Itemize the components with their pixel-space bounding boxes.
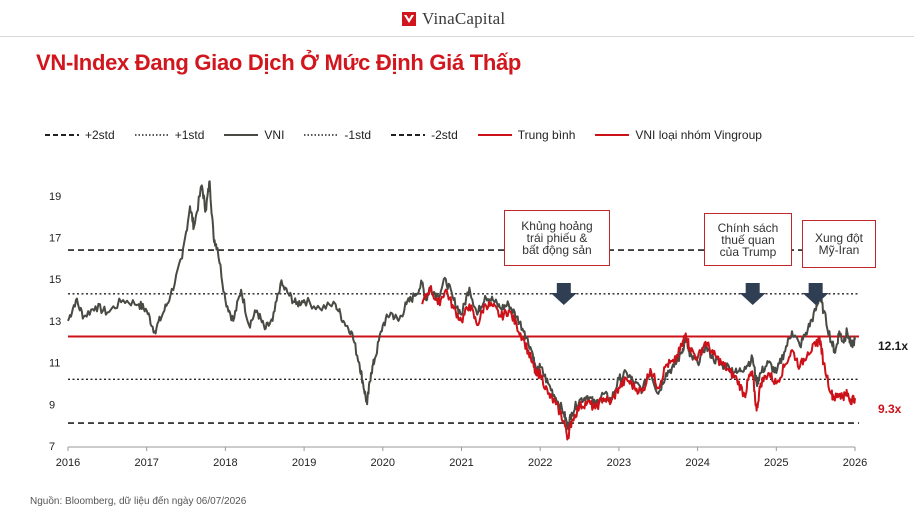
legend-item: -1std (304, 128, 371, 142)
annotation-line: trái phiếu & (526, 231, 588, 245)
annotation-line: thuế quan (721, 232, 775, 247)
legend-swatch-icon (45, 134, 79, 136)
y-tick-label: 11 (49, 358, 60, 370)
legend-label: Trung bình (517, 128, 576, 142)
legend-item: +1std (134, 128, 205, 142)
x-tick-label: 2020 (371, 457, 395, 469)
source-note: Nguồn: Bloomberg, dữ liệu đến ngày 06/07… (30, 496, 247, 507)
x-tick-label: 2026 (843, 457, 867, 469)
x-tick-label: 2016 (56, 457, 80, 469)
annotation-line: bất động sản (522, 243, 592, 257)
legend-swatch-icon (391, 134, 426, 136)
down-arrow-icon (739, 283, 766, 305)
chart: 7 9 11 13 15 17 19 2016 2017 2018 2019 2020 2021 2022… (49, 180, 867, 469)
annotation-line: Mỹ-Iran (818, 243, 860, 257)
legend-swatch-icon (477, 134, 512, 136)
y-tick-label: 7 (49, 441, 55, 453)
legend-label: +2std (85, 128, 115, 142)
header: VinaCapital (0, 0, 914, 36)
vinacapital-logo-icon (402, 12, 416, 26)
x-tick-label: 2017 (134, 457, 158, 469)
legend-label: +1std (174, 128, 205, 142)
legend-label: -2std (431, 128, 458, 142)
legend-item: Trung bình (477, 128, 576, 142)
down-arrow-icon (802, 283, 829, 305)
series-line-vni (67, 180, 856, 431)
annotation-line: Chính sách (717, 220, 779, 235)
header-divider (0, 36, 914, 37)
x-tick-label: 2019 (292, 457, 316, 469)
logo: VinaCapital (402, 9, 505, 29)
legend-item: VNI loại nhóm Vingroup (595, 128, 762, 142)
x-tick-label: 2021 (449, 457, 473, 469)
legend-label: VNI loại nhóm Vingroup (635, 128, 762, 142)
legend-label: VNI (264, 128, 285, 142)
y-tick-label: 17 (49, 233, 61, 245)
annotation-box: Chính sách thuế quan của Trump (704, 213, 792, 266)
legend-swatch-icon (304, 134, 339, 136)
legend-item: VNI (224, 128, 284, 142)
chart-legend: +2std +1std VNI -1std -2std Trung bình VNI loạ… (45, 128, 782, 142)
y-tick-label: 13 (49, 316, 61, 328)
legend-item: -2std (391, 128, 458, 142)
annotation-line: của Trump (719, 244, 777, 259)
series-line-vni-ex-vingroup (421, 285, 856, 441)
end-label-vingroup: 9.3x (878, 402, 902, 416)
end-label-vni: 12.1x (878, 339, 909, 353)
legend-label: -1std (344, 128, 372, 142)
legend-item: +2std (45, 128, 115, 142)
annotation-box: Khủng hoảng trái phiếu & bất động sản (504, 210, 610, 266)
annotation-box: Xung đột Mỹ-Iran (802, 220, 876, 268)
x-tick-label: 2022 (528, 457, 552, 469)
legend-swatch-icon (134, 134, 169, 136)
annotation-line: Xung đột (814, 231, 864, 245)
y-tick-label: 9 (49, 399, 55, 411)
logo-text: VinaCapital (422, 9, 506, 28)
annotation-line: Khủng hoảng (521, 219, 593, 233)
x-tick-label: 2024 (685, 457, 709, 469)
y-tick-label: 15 (49, 274, 61, 286)
x-tick-label: 2018 (213, 457, 237, 469)
x-tick-label: 2023 (607, 457, 631, 469)
legend-swatch-icon (224, 134, 259, 136)
y-tick-label: 19 (49, 191, 61, 203)
page-title: VN-Index Đang Giao Dịch Ở Mức Định Giá T… (36, 50, 522, 75)
legend-swatch-icon (595, 134, 630, 136)
x-tick-label: 2025 (764, 457, 788, 469)
down-arrow-icon (550, 283, 577, 305)
